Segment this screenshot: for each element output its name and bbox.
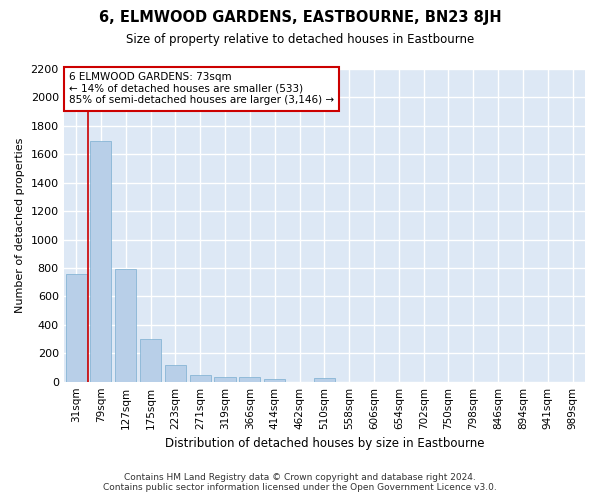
- Text: 6, ELMWOOD GARDENS, EASTBOURNE, BN23 8JH: 6, ELMWOOD GARDENS, EASTBOURNE, BN23 8JH: [98, 10, 502, 25]
- Bar: [140, 339, 161, 382]
- Bar: [190, 376, 211, 382]
- Bar: [65, 274, 86, 382]
- Bar: [115, 270, 136, 382]
- X-axis label: Distribution of detached houses by size in Eastbourne: Distribution of detached houses by size …: [164, 437, 484, 450]
- Text: Contains HM Land Registry data © Crown copyright and database right 2024.
Contai: Contains HM Land Registry data © Crown c…: [103, 473, 497, 492]
- Y-axis label: Number of detached properties: Number of detached properties: [15, 138, 25, 313]
- Bar: [165, 366, 186, 382]
- Bar: [314, 378, 335, 382]
- Bar: [239, 378, 260, 382]
- Bar: [214, 376, 236, 382]
- Bar: [264, 379, 285, 382]
- Text: 6 ELMWOOD GARDENS: 73sqm
← 14% of detached houses are smaller (533)
85% of semi-: 6 ELMWOOD GARDENS: 73sqm ← 14% of detach…: [69, 72, 334, 106]
- Text: Size of property relative to detached houses in Eastbourne: Size of property relative to detached ho…: [126, 32, 474, 46]
- Bar: [91, 142, 112, 382]
